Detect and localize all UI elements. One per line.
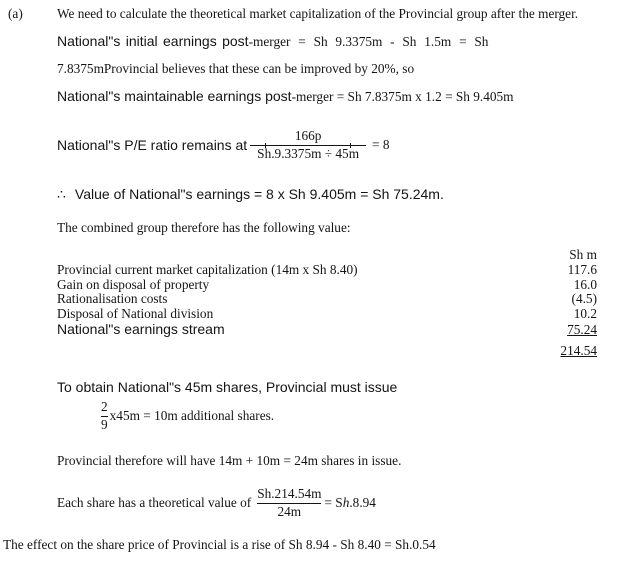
row-label: Provincial current market capitalization…	[57, 262, 358, 277]
each-share-value-line: Each share has a theoretical value of Sh…	[57, 486, 376, 519]
carryover-text: 7.8375mProvincial believes that these ca…	[57, 61, 415, 76]
issue-fraction-denominator: 9	[101, 416, 108, 432]
row-label: National"s earnings stream	[57, 320, 225, 337]
table-row: Disposal of National division 10.2	[57, 306, 597, 322]
each-share-prefix: Each share has a theoretical value of	[57, 495, 252, 511]
share-value-fraction: Sh.214.54m 24m	[257, 486, 322, 519]
conclusion-text: The effect on the share price of Provinc…	[3, 537, 436, 552]
shares-in-issue-text: Provincial therefore will have 14m + 10m…	[57, 453, 402, 468]
fraction-bar	[101, 415, 108, 417]
result-prefix: = S	[324, 495, 343, 511]
result-italic-h: h	[342, 495, 350, 511]
table-row: Gain on disposal of property 16.0	[57, 276, 597, 293]
valuation-table: Sh m Provincial current market capitaliz…	[57, 247, 597, 358]
pe-fraction-numerator: 166p	[294, 128, 322, 143]
fraction-bar	[250, 142, 367, 148]
share-value-result: = Sh.8.94	[324, 495, 375, 511]
share-value-numerator: Sh.214.54m	[257, 486, 322, 501]
table-total-row: 214.54	[57, 342, 597, 359]
row-label: Rationalisation costs	[57, 291, 168, 307]
pe-fraction-denominator: Sh.9.3375m ÷ 45m	[257, 145, 360, 161]
pe-fraction: 166p Sh.9.3375m ÷ 45m	[250, 128, 367, 161]
row-label: Gain on disposal of property	[57, 276, 210, 292]
row-value: 75.24	[567, 321, 597, 337]
total-value: 214.54	[560, 342, 597, 358]
value-of-earnings-text: Value of National"s earnings = 8 x Sh 9.…	[74, 186, 444, 202]
issue-fraction-numerator: 2	[101, 399, 108, 414]
row-label: Disposal of National division	[57, 306, 214, 322]
row-value: 117.6	[567, 262, 597, 277]
initial-earnings-serif: -merger = Sh 9.3375m - Sh 1.5m = Sh	[248, 34, 489, 49]
initial-earnings-line: National"s initial earnings post-merger …	[57, 33, 488, 50]
pe-result: = 8	[372, 137, 390, 153]
maintainable-earnings-line: National"s maintainable earnings post-me…	[57, 88, 514, 105]
pe-ratio-label: National"s P/E ratio remains at	[57, 137, 248, 154]
combined-group-intro: The combined group therefore has the fol…	[57, 220, 351, 235]
intro-text: We need to calculate the theoretical mar…	[57, 6, 579, 21]
pe-ratio-line: National"s P/E ratio remains at 166p Sh.…	[57, 128, 390, 161]
fraction-bar	[257, 502, 322, 504]
additional-shares-line: 2 9 x45m = 10m additional shares.	[101, 399, 275, 432]
initial-earnings-sans: National"s initial earnings post	[57, 33, 249, 49]
result-suffix: .8.94	[349, 495, 376, 511]
additional-shares-text: x45m = 10m additional shares.	[109, 408, 275, 424]
table-unit-header: Sh m	[569, 247, 597, 262]
issue-fraction: 2 9	[101, 399, 108, 432]
part-label: (a)	[8, 6, 23, 21]
therefore-symbol: ∴	[57, 186, 66, 202]
table-row: Provincial current market capitalization…	[57, 262, 597, 278]
share-issue-intro: To obtain National"s 45m shares, Provinc…	[57, 379, 398, 395]
maintainable-earnings-sans: National"s maintainable earnings post	[57, 88, 292, 104]
row-value: (4.5)	[571, 291, 597, 307]
table-row: Rationalisation costs (4.5)	[57, 292, 597, 307]
value-of-earnings-line: ∴ Value of National"s earnings = 8 x Sh 9…	[57, 186, 444, 203]
row-value: 10.2	[573, 306, 597, 322]
table-row: National"s earnings stream 75.24	[57, 322, 597, 338]
maintainable-earnings-serif: -merger = Sh 7.8375m x 1.2 = Sh 9.405m	[291, 89, 514, 104]
share-value-denominator: 24m	[277, 503, 302, 519]
row-value: 16.0	[573, 276, 597, 292]
